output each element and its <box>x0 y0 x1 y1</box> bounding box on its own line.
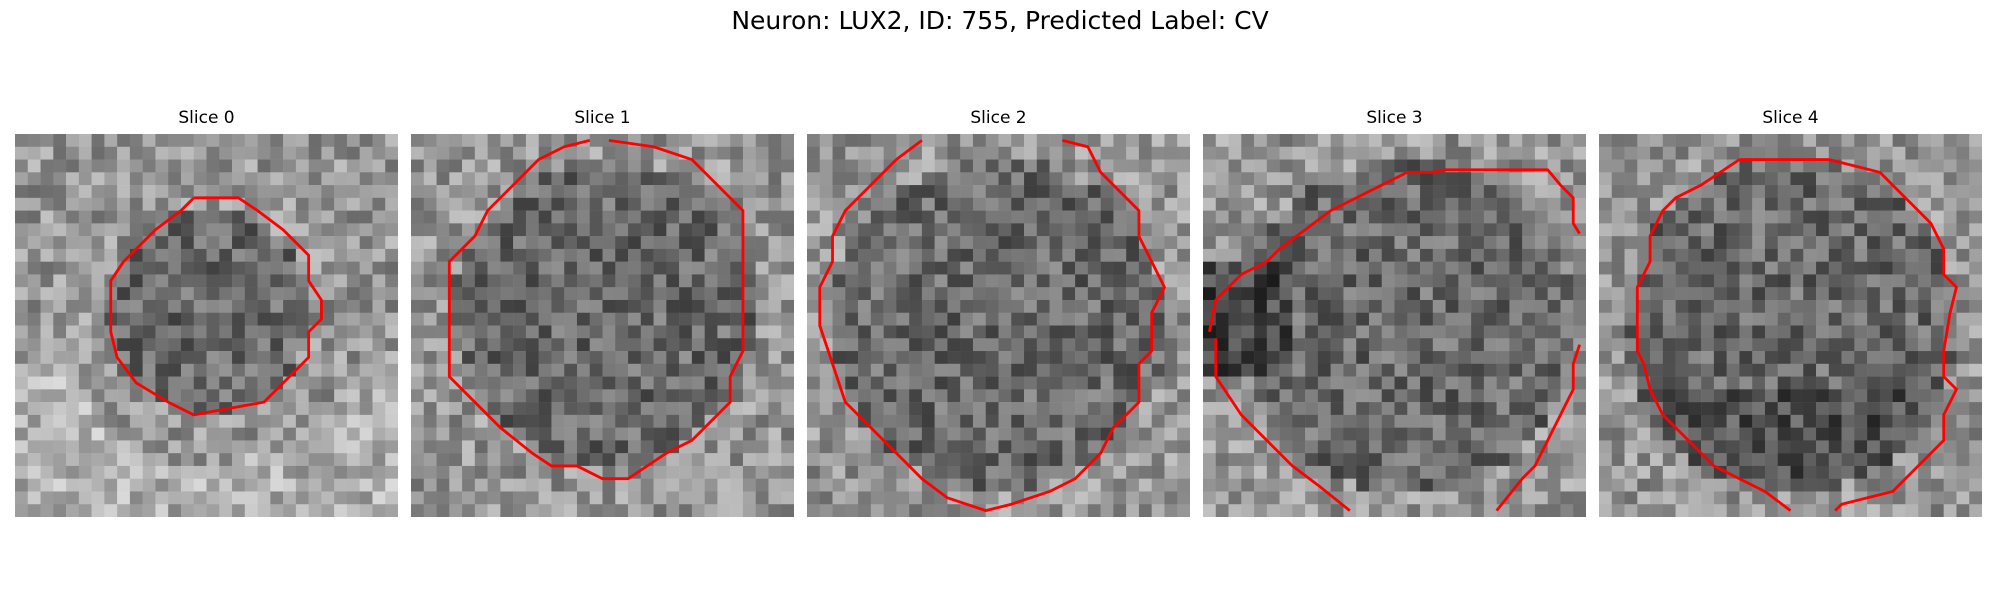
pixel-grid-1 <box>411 134 794 517</box>
slice-panel-3: Slice 3 <box>1203 108 1586 518</box>
pixel-grid-3 <box>1203 134 1586 517</box>
contour-0 <box>109 196 323 417</box>
contour-4b <box>1635 158 1792 512</box>
pixel-grid-0 <box>15 134 398 517</box>
slice-title-2: Slice 2 <box>970 108 1027 128</box>
contour-4 <box>1739 158 1958 512</box>
slice-title-1: Slice 1 <box>574 108 631 128</box>
figure-title: Neuron: LUX2, ID: 755, Predicted Label: … <box>731 6 1269 35</box>
slice-panel-2: Slice 2 <box>807 108 1190 518</box>
slice-image-2 <box>807 134 1190 517</box>
slice-title-3: Slice 3 <box>1366 108 1423 128</box>
pixel-grid-2 <box>807 134 1190 517</box>
slice-title-4: Slice 4 <box>1762 108 1819 128</box>
contour-3 <box>1208 168 1581 333</box>
slice-title-0: Slice 0 <box>178 108 235 128</box>
contour-3b <box>1495 344 1581 512</box>
contour-1 <box>447 138 745 481</box>
slice-panel-1: Slice 1 <box>411 108 794 518</box>
slice-panels: Slice 0 Slice 1 Slice 2 Slice 3 Slice 4 <box>15 108 1985 518</box>
slice-panel-0: Slice 0 <box>15 108 398 518</box>
slice-panel-4: Slice 4 <box>1599 108 1982 518</box>
contour-3c <box>1214 338 1351 512</box>
slice-image-0 <box>15 134 398 517</box>
contour-2 <box>818 139 1166 513</box>
slice-image-1 <box>411 134 794 517</box>
slice-image-3 <box>1203 134 1586 517</box>
slice-image-4 <box>1599 134 1982 517</box>
